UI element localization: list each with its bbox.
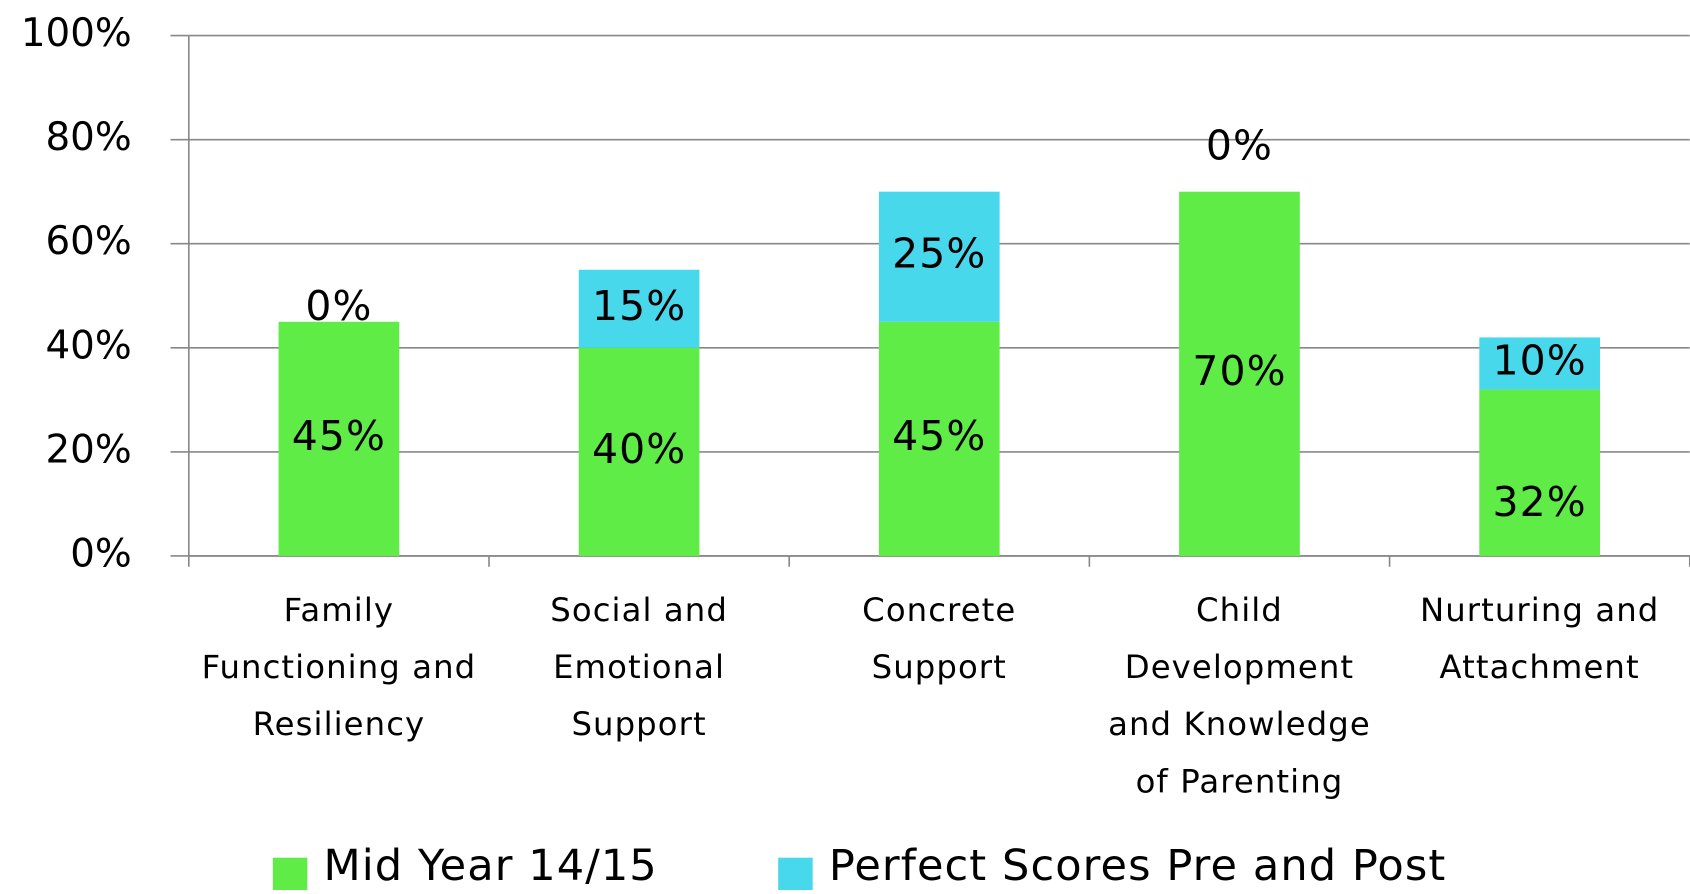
data-label: 15% <box>592 282 686 330</box>
x-tick-label: Concrete Support <box>862 591 1016 686</box>
legend-label: Mid Year 14/15 <box>323 841 657 890</box>
x-tick-label: Child Development and Knowledge of Parentin… <box>1108 591 1371 800</box>
bar-segment <box>578 347 700 556</box>
data-label: 0% <box>305 282 372 330</box>
x-tick-label: Family Functioning and Resiliency <box>202 591 477 743</box>
data-label: 70% <box>1192 347 1286 395</box>
y-tick-label: 0% <box>70 531 131 576</box>
y-tick-label: 40% <box>46 323 132 368</box>
bar-segment <box>1479 389 1600 556</box>
bar-segment <box>878 191 1000 322</box>
data-label: 10% <box>1493 336 1587 384</box>
data-label: 45% <box>892 412 986 460</box>
data-label: 40% <box>592 425 686 473</box>
x-tick-label: Nurturing and Attachment <box>1420 591 1659 686</box>
y-tick-label: 100% <box>21 11 132 56</box>
data-label: 25% <box>892 230 986 278</box>
legend-swatch <box>778 857 813 890</box>
legend-label: Perfect Scores Pre and Post <box>829 841 1447 890</box>
y-tick-label: 60% <box>46 219 132 264</box>
bar-segment <box>578 269 700 348</box>
data-label: 0% <box>1206 122 1273 170</box>
legend-swatch <box>272 857 308 890</box>
bar-segment <box>878 321 1000 556</box>
y-tick-label: 20% <box>46 427 132 472</box>
bar-segment <box>278 321 400 556</box>
x-tick-label: Social and Emotional Support <box>550 591 728 743</box>
data-label: 45% <box>292 412 386 460</box>
data-label: 32% <box>1493 478 1587 526</box>
bar-segment <box>1479 337 1600 390</box>
bar-segment <box>1179 191 1300 556</box>
y-tick-label: 80% <box>46 115 132 160</box>
